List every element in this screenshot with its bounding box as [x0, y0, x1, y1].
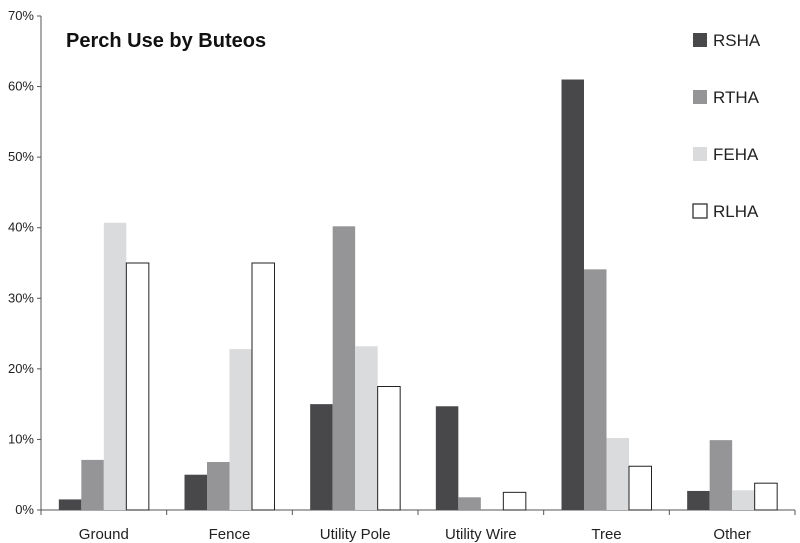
- bar-rsha-other: [687, 490, 710, 510]
- x-tick-label: Utility Pole: [320, 526, 391, 543]
- bar-feha-utility-pole: [355, 346, 378, 510]
- legend-label-rlha: RLHA: [713, 202, 759, 221]
- y-tick-label: 50%: [8, 149, 34, 164]
- legend-swatch-rlha: [692, 203, 708, 219]
- bar-rsha-fence: [184, 474, 207, 510]
- legend-swatch-rtha: [693, 90, 707, 104]
- x-tick-label: Other: [713, 526, 751, 543]
- x-tick-label: Ground: [79, 526, 129, 543]
- legend-label-rsha: RSHA: [713, 31, 761, 50]
- legend-swatch-rsha: [693, 33, 707, 47]
- y-tick-label: 40%: [8, 220, 34, 235]
- bar-rtha-utility-wire: [458, 497, 481, 510]
- y-tick-label: 20%: [8, 361, 34, 376]
- y-tick-label: 0%: [15, 502, 34, 517]
- bar-rlha-fence: [251, 262, 275, 511]
- legend-label-feha: FEHA: [713, 145, 759, 164]
- x-tick-label: Fence: [209, 526, 251, 543]
- bar-feha-fence: [229, 349, 252, 510]
- bar-rtha-other: [709, 440, 733, 510]
- bar-rsha-utility-wire: [435, 406, 459, 510]
- bar-rtha-tree: [584, 269, 607, 510]
- y-tick-label: 30%: [8, 290, 34, 305]
- bars: [58, 79, 778, 511]
- bar-feha-tree: [606, 438, 629, 510]
- bar-rlha-utility-pole: [377, 386, 401, 511]
- legend-swatch-feha: [693, 147, 707, 161]
- bar-rsha-utility-pole: [310, 404, 333, 510]
- bar-feha-other: [732, 490, 755, 510]
- x-tick-label: Tree: [591, 526, 621, 543]
- bar-feha-ground: [103, 222, 127, 510]
- bar-rsha-ground: [58, 499, 82, 510]
- bar-rlha-utility-wire: [502, 491, 527, 511]
- bar-rsha-tree: [561, 79, 584, 510]
- legend-label-rtha: RTHA: [713, 88, 760, 107]
- chart-title: Perch Use by Buteos: [66, 30, 266, 52]
- legend: RSHA RTHA FEHA RLHA: [692, 31, 761, 221]
- bar-rtha-ground: [81, 459, 104, 510]
- y-axis: 0% 10% 20% 30% 40% 50% 60% 70%: [8, 8, 42, 517]
- x-tick-label: Utility Wire: [445, 526, 517, 543]
- y-tick-label: 70%: [8, 8, 34, 23]
- y-tick-label: 10%: [8, 431, 34, 446]
- y-tick-label: 60%: [8, 79, 34, 94]
- bar-rlha-tree: [628, 465, 652, 511]
- bar-rlha-other: [754, 482, 778, 511]
- bar-rtha-utility-pole: [332, 226, 356, 510]
- bar-rtha-fence: [207, 462, 230, 510]
- x-axis: Ground Fence Utility Pole Utility Wire Tree O…: [40, 509, 796, 543]
- bar-rlha-ground: [125, 262, 150, 511]
